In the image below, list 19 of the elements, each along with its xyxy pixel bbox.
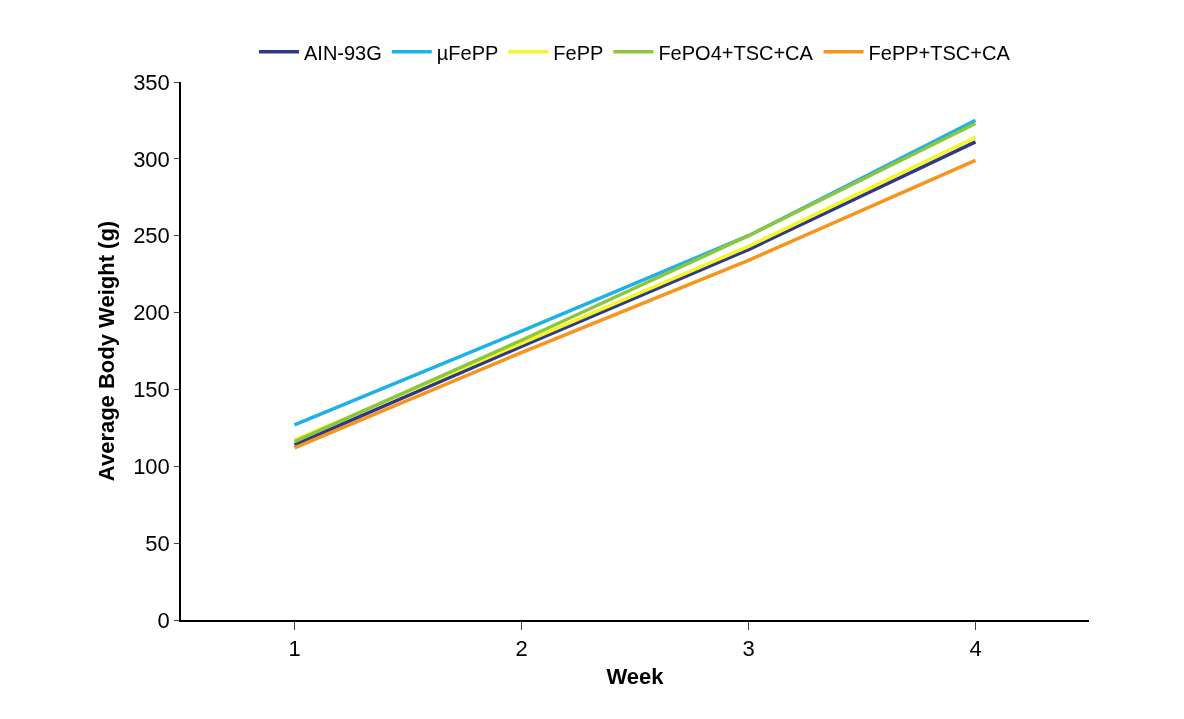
y-tick-label: 250: [133, 223, 170, 249]
y-tick-label: 100: [133, 453, 170, 479]
legend-label: µFePP: [436, 41, 499, 64]
y-tick-label: 150: [133, 377, 170, 403]
x-tick-label: 2: [515, 636, 528, 662]
x-tick-label: 4: [969, 636, 982, 662]
legend-label: AIN-93G: [304, 41, 382, 64]
x-tick-label: 1: [288, 636, 301, 662]
y-axis-title: Average Body Weight (g): [94, 220, 120, 482]
y-tick-label: 200: [133, 300, 170, 326]
x-axis-title: Week: [606, 663, 665, 689]
legend-label: FePO4+TSC+CA: [658, 41, 814, 64]
legend-label: FePP+TSC+CA: [868, 41, 1011, 64]
y-tick-label: 350: [133, 69, 170, 95]
y-tick-label: 50: [145, 530, 170, 556]
y-tick-label: 0: [157, 607, 170, 633]
legend-label: FePP: [553, 41, 604, 64]
y-tick-label: 300: [133, 146, 170, 172]
x-tick-label: 3: [742, 636, 755, 662]
